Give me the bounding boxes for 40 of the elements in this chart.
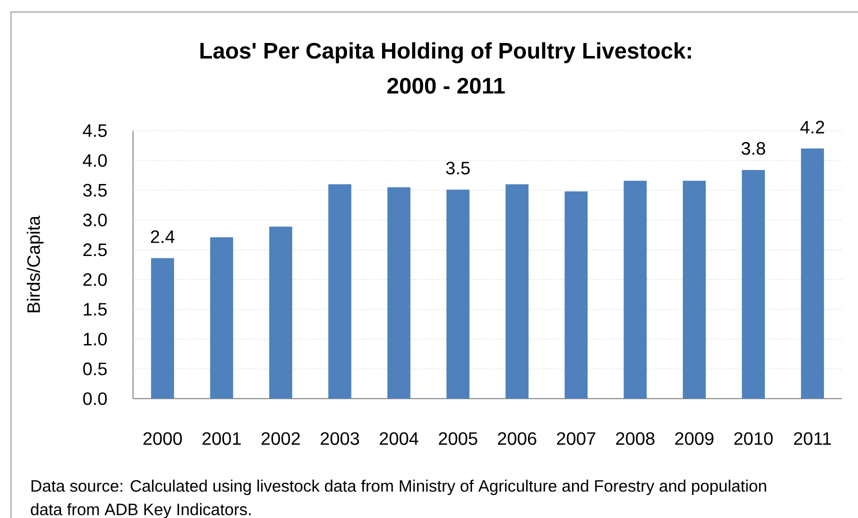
y-axis-title: Birds/Capita [26,216,44,312]
bar [210,237,234,399]
y-tick-label: 0.0 [83,392,107,406]
bar [682,180,706,399]
x-tick-label: 2001 [202,432,241,445]
x-tick-label: 2002 [262,432,300,445]
y-tick-label: 1.0 [84,332,107,346]
y-tick-label: 2.0 [83,273,107,286]
y-tick-label: 3.0 [83,214,107,226]
bar [269,226,292,399]
bar [506,184,529,399]
x-tick-label: 2007 [557,432,596,445]
data-label: 4.2 [800,120,824,134]
x-tick-label: 2006 [498,432,536,445]
x-tick-label: 2011 [794,432,831,445]
bar [387,187,410,399]
data-label: 2.4 [150,230,175,243]
y-tick-label: 4.5 [82,124,107,137]
bar [564,191,588,399]
data-label: 3.8 [742,142,766,155]
bar [328,184,352,399]
x-tick-label: 2010 [734,432,773,445]
x-tick-label: 2008 [616,432,654,445]
bar [742,170,765,399]
chart-title: Laos' Per Capita Holding of Poultry Livestock: 2000 - 2011 [200,42,691,94]
y-tick-label: 4.0 [82,154,107,167]
y-tick-label: 3.5 [83,184,107,197]
bar [446,190,470,399]
bar [800,148,824,399]
x-tick-label: 2004 [380,432,418,445]
x-tick-label: 2003 [320,432,360,445]
data-label: 3.5 [446,162,470,174]
x-tick-label: 2000 [143,432,182,445]
y-tick-label: 1.5 [84,303,107,316]
x-tick-label: 2005 [438,432,478,445]
y-tick-label: 0.5 [83,362,107,376]
bar [624,180,647,399]
y-tick-label: 2.5 [83,243,107,256]
x-tick-label: 2009 [675,432,714,445]
bar [151,258,174,399]
